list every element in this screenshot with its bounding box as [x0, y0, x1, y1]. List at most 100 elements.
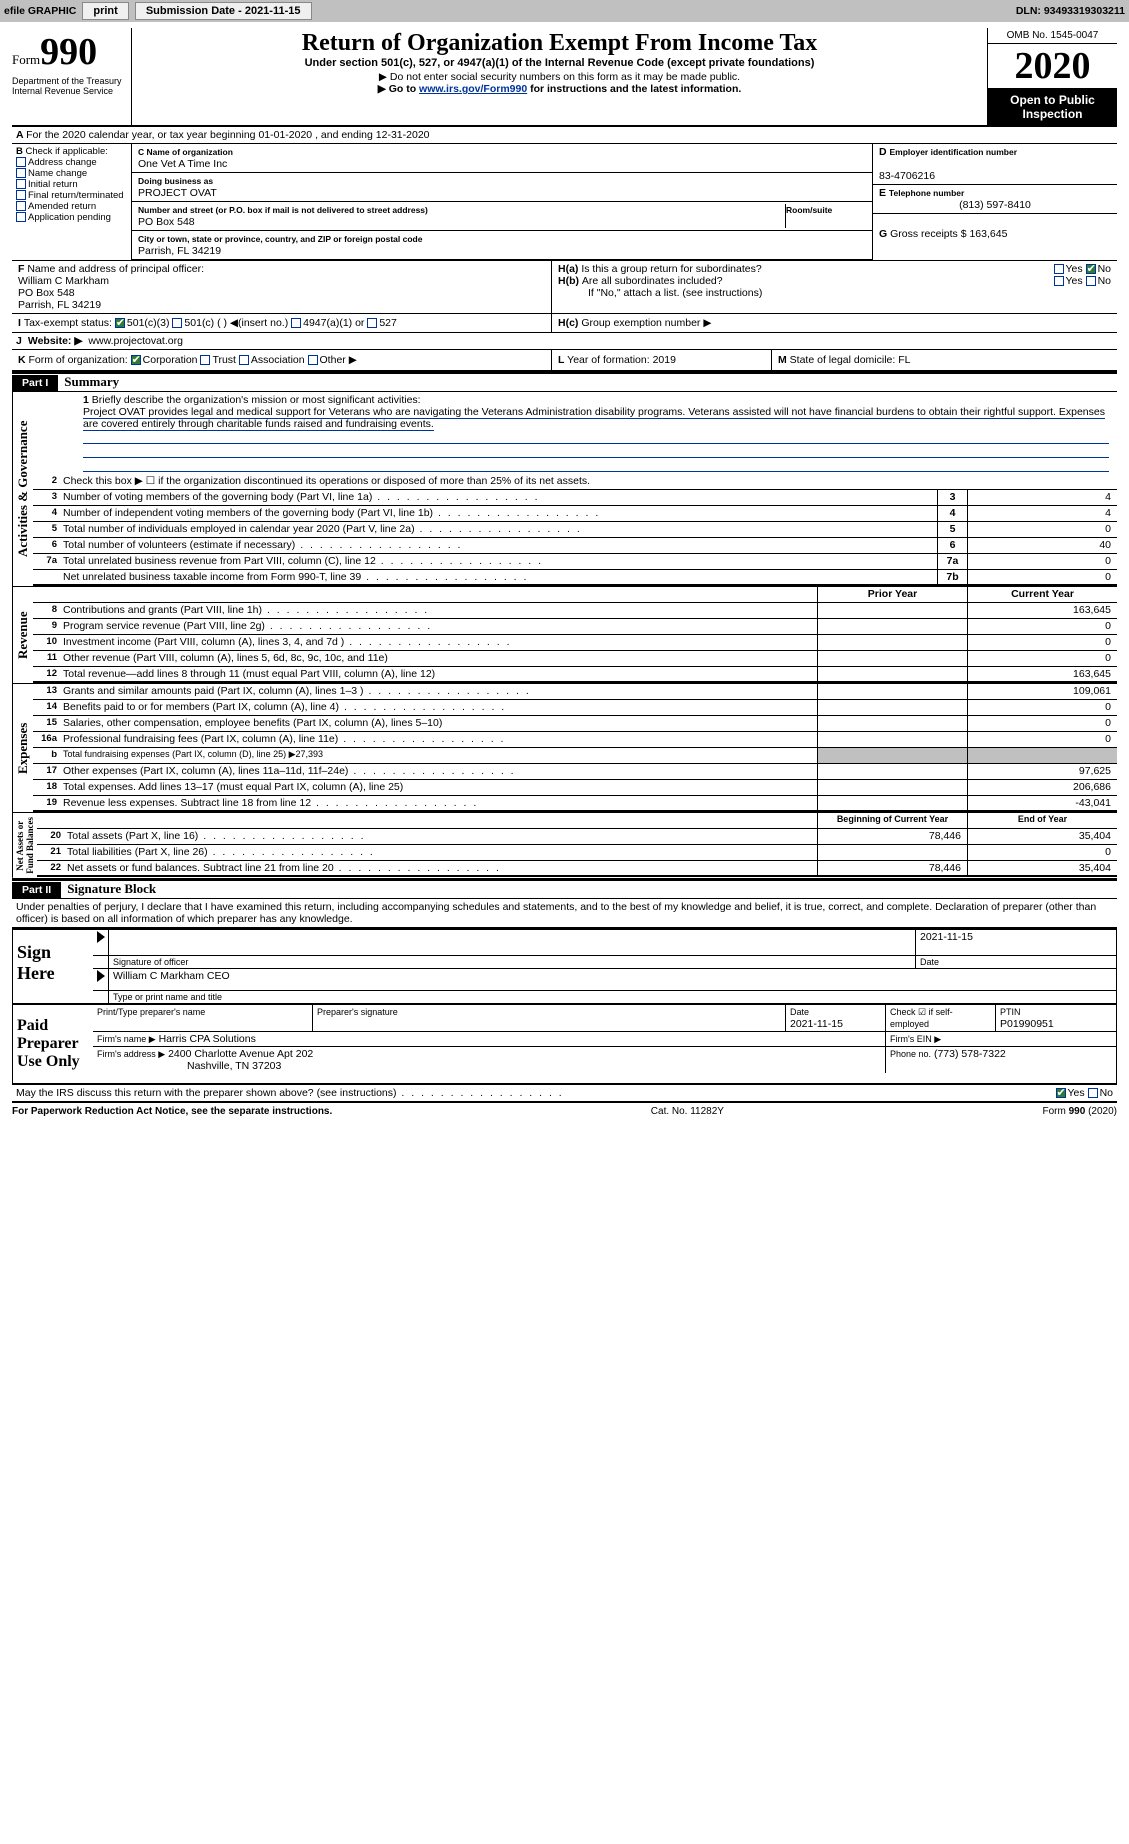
open-inspection: Open to Public Inspection	[988, 89, 1117, 125]
line21-cur: 0	[967, 845, 1117, 860]
org-name: One Vet A Time Inc	[138, 158, 227, 170]
discuss-yes-checkbox[interactable]	[1056, 1088, 1066, 1098]
section-b-to-g: B Check if applicable: Address change Na…	[12, 144, 1117, 260]
firm-addr2: Nashville, TN 37203	[97, 1060, 281, 1072]
other-checkbox[interactable]	[308, 355, 318, 365]
street: PO Box 548	[138, 216, 195, 228]
part-i-tag: Part I	[12, 375, 58, 391]
firm-addr1: 2400 Charlotte Avenue Apt 202	[168, 1048, 313, 1060]
initial-return-checkbox[interactable]	[16, 179, 26, 189]
sign-arrow-icon	[97, 931, 105, 943]
dept-label: Department of the Treasury Internal Reve…	[12, 76, 127, 96]
submission-date-button[interactable]: Submission Date - 2021-11-15	[135, 2, 312, 20]
line13-cur: 109,061	[967, 684, 1117, 699]
501c3-checkbox[interactable]	[115, 318, 125, 328]
officer-name: William C Markham	[18, 275, 109, 287]
dba: PROJECT OVAT	[138, 187, 217, 199]
line11-cur: 0	[967, 651, 1117, 666]
form-number: 990	[40, 31, 97, 73]
part-ii-title: Signature Block	[61, 881, 156, 896]
line20-cur: 35,404	[967, 829, 1117, 844]
form-title: Return of Organization Exempt From Incom…	[142, 30, 977, 57]
final-return-checkbox[interactable]	[16, 190, 26, 200]
prep-date: 2021-11-15	[790, 1018, 843, 1030]
line20-prior: 78,446	[817, 829, 967, 844]
assoc-checkbox[interactable]	[239, 355, 249, 365]
firm-phone: (773) 578-7322	[934, 1048, 1006, 1060]
phone: (813) 597-8410	[879, 199, 1111, 211]
form990-link[interactable]: www.irs.gov/Form990	[419, 83, 527, 95]
hb-no-checkbox[interactable]	[1086, 276, 1096, 286]
name-arrow-icon	[97, 970, 105, 982]
tax-year: 2020	[988, 44, 1117, 89]
hb-yes-checkbox[interactable]	[1054, 276, 1064, 286]
corp-checkbox[interactable]	[131, 355, 141, 365]
sign-date: 2021-11-15	[916, 930, 1116, 955]
4947-checkbox[interactable]	[291, 318, 301, 328]
ha-no-checkbox[interactable]	[1086, 264, 1096, 274]
state-domicile: FL	[898, 354, 910, 366]
application-pending-checkbox[interactable]	[16, 212, 26, 222]
line8-cur: 163,645	[967, 603, 1117, 618]
line14-cur: 0	[967, 700, 1117, 715]
line15-cur: 0	[967, 716, 1117, 731]
omb-number: OMB No. 1545-0047	[988, 28, 1117, 44]
perjury-declaration: Under penalties of perjury, I declare th…	[12, 899, 1117, 928]
line16a-cur: 0	[967, 732, 1117, 747]
officer-sign-name: William C Markham CEO	[109, 969, 1116, 990]
b-label: Check if applicable:	[26, 146, 108, 157]
line12-cur: 163,645	[967, 667, 1117, 681]
discuss-no-checkbox[interactable]	[1088, 1088, 1098, 1098]
sign-here-label: Sign Here	[13, 930, 93, 1003]
line7b-val: 0	[967, 570, 1117, 584]
line3-val: 4	[967, 490, 1117, 505]
name-change-checkbox[interactable]	[16, 168, 26, 178]
pra-notice: For Paperwork Reduction Act Notice, see …	[12, 1106, 332, 1117]
cat-no: Cat. No. 11282Y	[651, 1106, 724, 1117]
activities-governance-tab: Activities & Governance	[12, 392, 33, 586]
line22-prior: 78,446	[817, 861, 967, 875]
website: www.projectovat.org	[88, 335, 183, 347]
discuss-question: May the IRS discuss this return with the…	[16, 1087, 564, 1099]
form-footer: Form 990 (2020)	[1043, 1106, 1117, 1117]
line4-val: 4	[967, 506, 1117, 521]
net-assets-tab: Net Assets orFund Balances	[12, 813, 37, 878]
line22-cur: 35,404	[967, 861, 1117, 875]
gross-receipts: 163,645	[969, 228, 1007, 240]
paid-preparer-label: Paid Preparer Use Only	[13, 1005, 93, 1083]
print-button[interactable]: print	[82, 2, 128, 20]
year-formation: 2019	[653, 354, 676, 366]
line9-cur: 0	[967, 619, 1117, 634]
city: Parrish, FL 34219	[138, 245, 221, 257]
line6-val: 40	[967, 538, 1117, 553]
note-goto: Go to www.irs.gov/Form990 for instructio…	[378, 83, 742, 95]
top-toolbar: efile GRAPHIC print Submission Date - 20…	[0, 0, 1129, 22]
part-i-title: Summary	[58, 374, 119, 389]
ptin: P01990951	[1000, 1018, 1054, 1030]
line7a-val: 0	[967, 554, 1117, 569]
line5-val: 0	[967, 522, 1117, 537]
efile-label: efile GRAPHIC	[4, 5, 76, 17]
line18-cur: 206,686	[967, 780, 1117, 795]
ha-yes-checkbox[interactable]	[1054, 264, 1064, 274]
revenue-tab: Revenue	[12, 587, 33, 683]
527-checkbox[interactable]	[367, 318, 377, 328]
mission-text: Project OVAT provides legal and medical …	[83, 406, 1105, 431]
dln-label: DLN: 93493319303211	[1016, 5, 1125, 17]
line10-cur: 0	[967, 635, 1117, 650]
line19-cur: -43,041	[967, 796, 1117, 810]
part-ii-tag: Part II	[12, 882, 61, 898]
tax-year-range: For the 2020 calendar year, or tax year …	[26, 129, 429, 141]
form-word: Form	[12, 52, 40, 67]
ein: 83-4706216	[879, 170, 935, 182]
form-subtitle: Under section 501(c), 527, or 4947(a)(1)…	[142, 57, 977, 69]
501c-checkbox[interactable]	[172, 318, 182, 328]
trust-checkbox[interactable]	[200, 355, 210, 365]
line17-cur: 97,625	[967, 764, 1117, 779]
expenses-tab: Expenses	[12, 684, 33, 812]
firm-name: Harris CPA Solutions	[159, 1033, 256, 1045]
note-ssn: Do not enter social security numbers on …	[379, 71, 740, 83]
amended-return-checkbox[interactable]	[16, 201, 26, 211]
form-header: Form990 Department of the Treasury Inter…	[12, 28, 1117, 127]
address-change-checkbox[interactable]	[16, 157, 26, 167]
